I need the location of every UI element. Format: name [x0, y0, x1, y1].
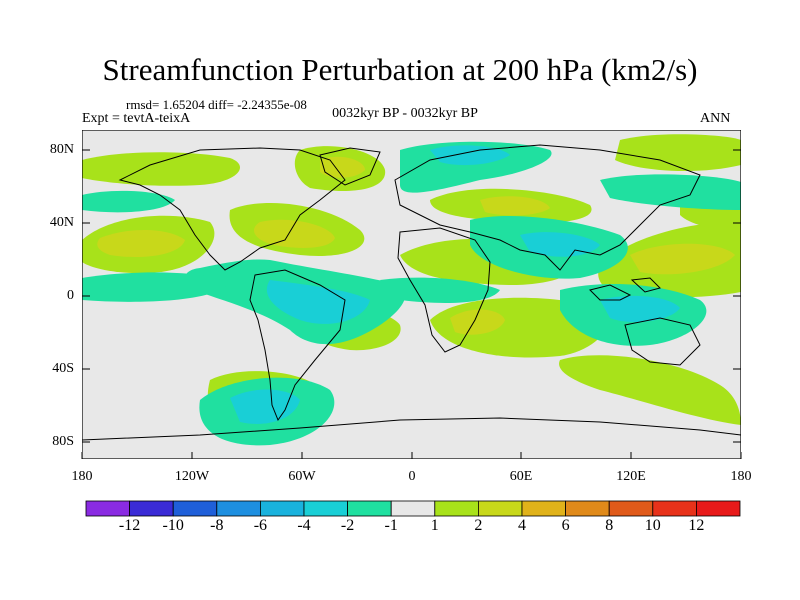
colorbar-swatch: [85, 500, 130, 517]
indonesia: [589, 277, 661, 301]
colorbar-label: 12: [688, 517, 705, 534]
colorbar-label: 4: [518, 517, 526, 534]
colorbar-swatch: [347, 500, 392, 517]
colorbar-swatch: [608, 500, 654, 517]
colorbar-label: -1: [384, 517, 398, 534]
strong-positive-cores: [97, 156, 735, 335]
lon-label-60e: 60E: [509, 469, 533, 484]
lon-label-120w: 120W: [174, 469, 210, 484]
colorbar-swatch: [434, 500, 479, 517]
lat-label-80s: 80S: [52, 434, 74, 449]
colorbar-label: 6: [561, 517, 570, 534]
rmsd-diff-stats: rmsd= 1.65204 diff= -2.24355e-08: [126, 97, 307, 112]
colorbar-swatch: [565, 500, 610, 517]
figure-title: Streamfunction Perturbation at 200 hPa (…: [102, 52, 698, 87]
colorbar-label: -12: [118, 517, 141, 534]
colorbar-label: 8: [605, 517, 614, 534]
lon-label-180e: 180: [730, 469, 752, 484]
south-america: [249, 269, 346, 422]
colorbar-swatch: [259, 500, 305, 517]
lat-label-40n: 40N: [49, 215, 74, 230]
season-label: ANN: [700, 111, 731, 126]
axis-ticks: [81, 149, 742, 459]
colorbar-label: -6: [253, 517, 268, 534]
colorbar-label: 1: [430, 517, 439, 534]
colorbar-swatch: [303, 500, 348, 517]
colorbar-swatch: [172, 500, 218, 517]
colorbar-swatch: [477, 500, 523, 517]
australia: [624, 317, 701, 366]
period-label: 0032kyr BP - 0032kyr BP: [332, 106, 478, 121]
greenland: [319, 147, 381, 186]
africa: [397, 227, 491, 353]
antarctica: [82, 417, 741, 441]
lat-label-40s: 40S: [52, 361, 74, 376]
coastlines: [82, 144, 741, 441]
lon-label-0: 0: [408, 469, 416, 484]
colorbar-label: -10: [162, 517, 184, 534]
north-america: [118, 147, 346, 271]
colorbar-label: -4: [297, 517, 311, 534]
lon-label-120e: 120E: [616, 469, 646, 484]
lon-label-60w: 60W: [288, 469, 316, 484]
colorbar-label: -2: [340, 517, 355, 534]
lat-label-0: 0: [67, 288, 74, 303]
colorbar-swatch: [390, 500, 436, 517]
colorbar-swatch: [129, 500, 174, 517]
colorbar-label: -8: [210, 517, 224, 534]
colorbar-swatch: [216, 500, 261, 517]
colorbar-swatch: [521, 500, 566, 517]
lat-label-80n: 80N: [49, 142, 74, 157]
colorbar-swatch: [652, 500, 697, 517]
experiment-label: Expt = tevtA-teixA: [82, 111, 191, 126]
colorbar-label: 10: [644, 517, 661, 534]
europe-asia: [394, 144, 701, 271]
colorbar-label: 2: [474, 517, 483, 534]
colorbar-swatch: [696, 500, 741, 517]
lon-label-180w: 180: [71, 469, 93, 484]
